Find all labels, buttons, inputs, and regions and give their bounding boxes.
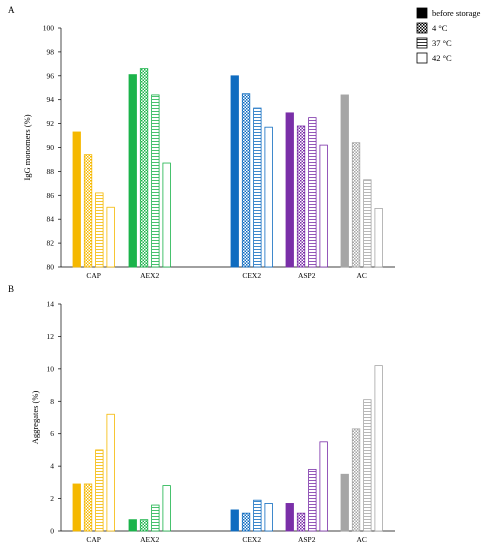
panel-b-bar-aex2-42-c	[162, 485, 171, 532]
legend-label-42-c: 42 °C	[432, 53, 452, 63]
legend-label-37-c: 37 °C	[432, 38, 452, 48]
panel-b-category-label: ASP2	[298, 535, 316, 544]
panel-b-category-label: CEX2	[242, 535, 261, 544]
panel-a-bar-ac-4-c	[351, 142, 361, 268]
panel-b-y-tick-label: 0	[50, 527, 54, 536]
panel-a-bar-cex2-42-c	[264, 126, 273, 268]
panel-a-category-label: AEX2	[140, 271, 159, 280]
panel-a-y-tick-label: 92	[47, 119, 55, 128]
panel-a-bar-cap-4-c	[83, 154, 93, 268]
panel-a-category-label: CEX2	[242, 271, 261, 280]
legend-swatch-37-c	[416, 37, 428, 49]
panel-b-bar-aex2-4-c	[139, 519, 149, 532]
panel-a-bar-ac-37-c	[363, 179, 372, 268]
panel-a-y-tick-label: 98	[47, 47, 55, 56]
panel-b-bar-asp2-4-c	[296, 512, 306, 532]
panel-a-y-tick-label: 96	[47, 71, 55, 80]
legend-label-4-c: 4 °C	[432, 23, 448, 33]
panel-a-bar-aex2-4-c	[139, 68, 149, 268]
panel-a-category-label: CAP	[86, 271, 101, 280]
panel-b-category-label: AC	[356, 535, 366, 544]
panel-a-bar-asp2-before-storage	[285, 112, 294, 268]
panel-b-bar-ac-before-storage	[340, 473, 349, 532]
panel-b-y-tick-label: 14	[47, 300, 55, 309]
panel-b-label: B	[8, 284, 14, 294]
legend-label-before-storage: before storage	[432, 8, 481, 18]
panel-a-y-tick-label: 86	[47, 191, 55, 200]
legend-swatch-42-c	[416, 52, 428, 64]
panel-b-bar-cex2-4-c	[241, 512, 251, 532]
panel-a-label: A	[8, 5, 15, 15]
panel-b-bar-cap-before-storage	[72, 483, 81, 532]
panel-b-bar-aex2-37-c	[151, 504, 160, 532]
panel-a-bar-aex2-37-c	[151, 94, 160, 268]
panel-a-bar-cap-before-storage	[72, 131, 81, 268]
panel-b-bar-ac-37-c	[363, 399, 372, 532]
panel-a-y-tick-label: 90	[47, 143, 55, 152]
panel-a-bar-aex2-42-c	[162, 162, 171, 268]
panel-a-bar-cex2-4-c	[241, 93, 251, 268]
panel-a-y-tick-label: 84	[47, 215, 55, 224]
panel-a-category-label: AC	[356, 271, 366, 280]
panel-b-y-tick-label: 10	[47, 364, 55, 373]
panel-a-chart: 80 82 84 86 88 90 92 94 96 98 100 IgG monomers (%) C…	[22, 24, 395, 280]
panel-b-chart: 0 2 4 6 8 10 12 14 Aggregates (%) CAP AEX2 CEX2 ASP2…	[30, 300, 395, 544]
panel-a-bar-aex2-before-storage	[128, 74, 137, 268]
panel-b-bar-asp2-before-storage	[285, 503, 294, 532]
panel-b-bar-cap-4-c	[83, 483, 93, 532]
panel-b-y-tick-label: 2	[50, 494, 54, 503]
panel-b-bar-cap-37-c	[95, 449, 104, 532]
panel-a-category-label: ASP2	[298, 271, 316, 280]
panel-a-bar-asp2-42-c	[319, 144, 328, 268]
panel-b-category-label: AEX2	[140, 535, 159, 544]
panel-b-bar-cex2-37-c	[253, 499, 262, 532]
panel-b-y-axis-label: Aggregates (%)	[30, 391, 40, 445]
panel-a-y-tick-label: 88	[47, 167, 55, 176]
panel-a-y-tick-label: 94	[47, 95, 55, 104]
panel-b-y-tick-label: 12	[47, 332, 55, 341]
panel-a-y-tick-label: 80	[47, 263, 55, 272]
panel-b-bar-cap-42-c	[106, 413, 115, 532]
panel-a-bar-cap-42-c	[106, 206, 115, 268]
panel-b-category-label: CAP	[86, 535, 101, 544]
panel-a-y-axis-label: IgG monomers (%)	[22, 114, 32, 180]
panel-b-y-tick-label: 4	[50, 462, 54, 471]
panel-b-y-tick-label: 8	[50, 397, 54, 406]
panel-a-bar-asp2-37-c	[308, 117, 317, 268]
panel-a-bar-ac-before-storage	[340, 94, 349, 268]
panel-b-bar-asp2-42-c	[319, 441, 328, 532]
panel-b-bar-cex2-before-storage	[230, 509, 239, 532]
panel-a-bar-cex2-37-c	[253, 107, 262, 268]
panel-b-y-tick-label: 6	[50, 429, 54, 438]
panel-b-bar-ac-42-c	[374, 365, 383, 532]
panel-a-bar-cex2-before-storage	[230, 75, 239, 268]
panel-a-y-tick-label: 100	[43, 24, 55, 33]
panel-a-bar-ac-42-c	[374, 208, 383, 268]
legend-swatch-before-storage	[416, 7, 428, 19]
legend-swatch-4-c	[416, 22, 428, 34]
panel-b-bar-ac-4-c	[351, 428, 361, 532]
legend: before storage 4 °C 37 °C 42 °C	[416, 7, 481, 64]
panel-b-bar-aex2-before-storage	[128, 519, 137, 532]
panel-a-y-tick-label: 82	[47, 239, 55, 248]
panel-a-bar-cap-37-c	[95, 192, 104, 268]
panel-a-bar-asp2-4-c	[296, 125, 306, 268]
panel-b-bar-cex2-42-c	[264, 503, 273, 532]
panel-b-bar-asp2-37-c	[308, 468, 317, 532]
